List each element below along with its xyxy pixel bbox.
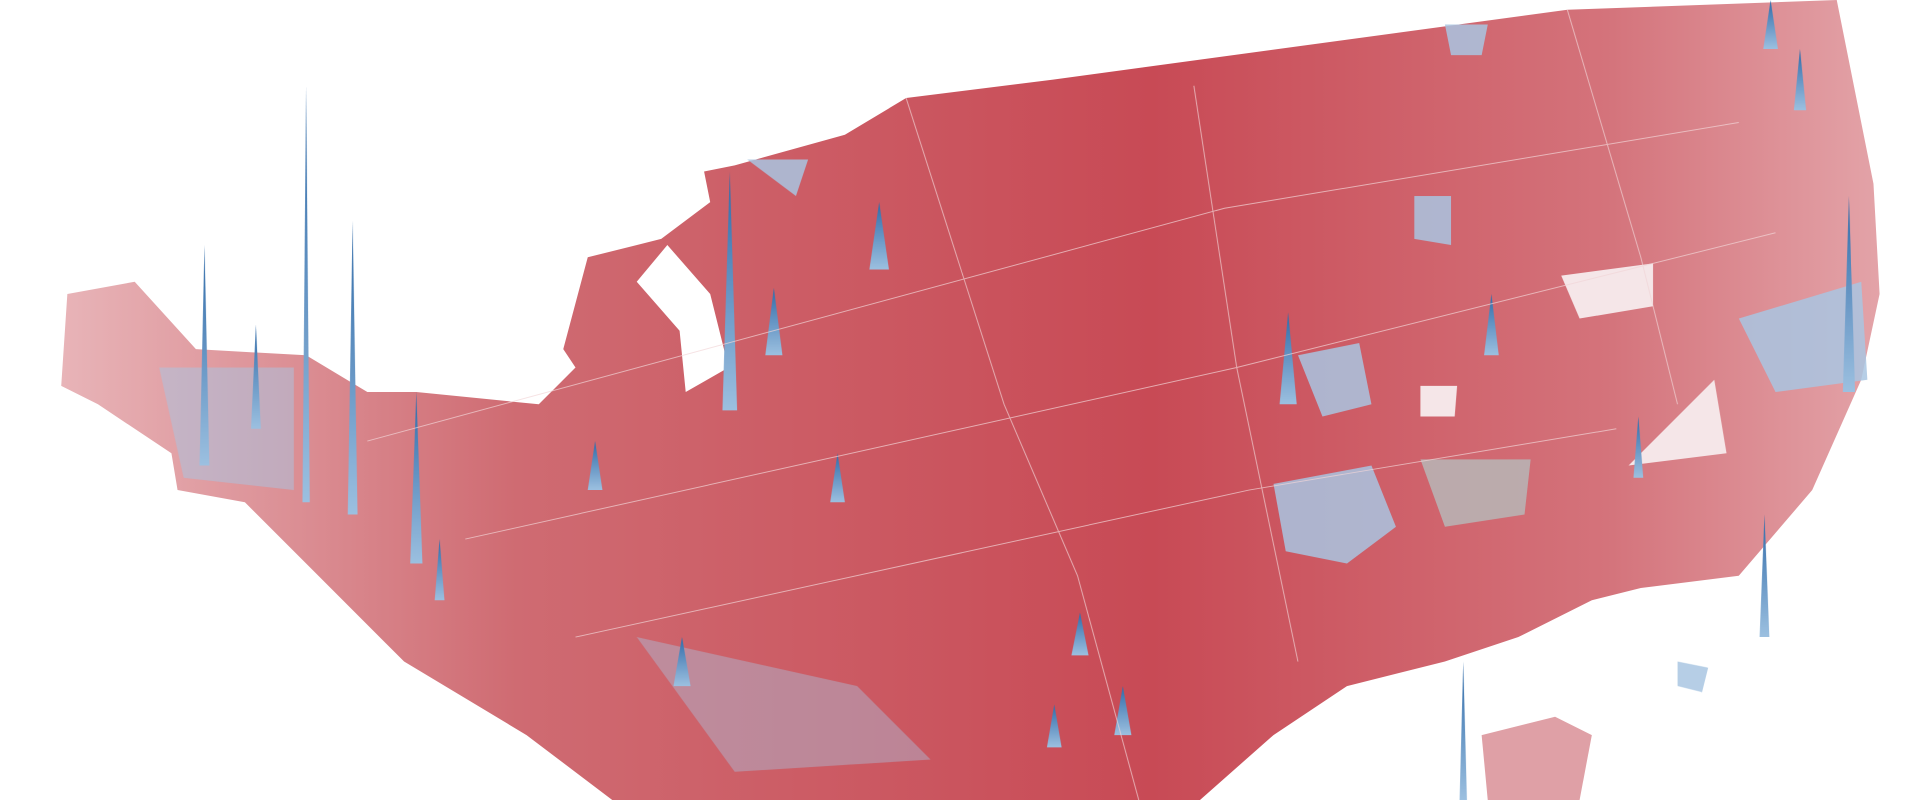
- blue-region: [746, 159, 809, 197]
- border: [367, 122, 1739, 442]
- spike: [1459, 661, 1467, 800]
- spike: [1279, 312, 1297, 405]
- spike: [302, 85, 310, 503]
- blue-region: [1420, 459, 1531, 527]
- blue-regions: [159, 24, 1868, 772]
- spike: [1759, 514, 1770, 638]
- white-region: [1561, 263, 1654, 319]
- spike: [869, 202, 889, 270]
- border: [575, 428, 1617, 638]
- blue-region: [1414, 196, 1452, 246]
- spike: [251, 324, 261, 429]
- spike: [1114, 686, 1132, 736]
- blue-region: [1738, 281, 1868, 393]
- spike: [1071, 612, 1089, 656]
- spike: [434, 539, 445, 601]
- white-region: [1628, 379, 1727, 466]
- spike: [587, 441, 603, 491]
- peninsula: [1481, 716, 1592, 800]
- spike: [410, 392, 423, 564]
- border: [1566, 9, 1679, 405]
- land-mass: [61, 0, 1880, 800]
- white-region: [1420, 385, 1458, 417]
- spike: [1763, 0, 1778, 50]
- spike: [347, 220, 358, 515]
- blue-region: [1677, 661, 1709, 693]
- lakes-shore: [636, 245, 729, 393]
- blue-region: [1444, 24, 1488, 56]
- border: [905, 97, 1140, 800]
- spike: [1633, 416, 1644, 478]
- spike: [673, 637, 691, 687]
- blue-region: [636, 637, 931, 772]
- spike: [1842, 196, 1856, 393]
- state-borders: [367, 9, 1776, 800]
- spike: [765, 287, 783, 356]
- blue-region: [159, 367, 294, 491]
- border: [465, 232, 1776, 540]
- spike: [1793, 49, 1807, 111]
- spike: [1484, 294, 1499, 356]
- spike: [199, 245, 210, 466]
- blue-region: [1297, 343, 1372, 417]
- spike: [722, 171, 738, 411]
- spike: [1046, 704, 1062, 748]
- white-regions: [1420, 263, 1727, 466]
- spikes: [199, 0, 1856, 800]
- blue-region: [1273, 465, 1396, 564]
- spike: [830, 453, 845, 503]
